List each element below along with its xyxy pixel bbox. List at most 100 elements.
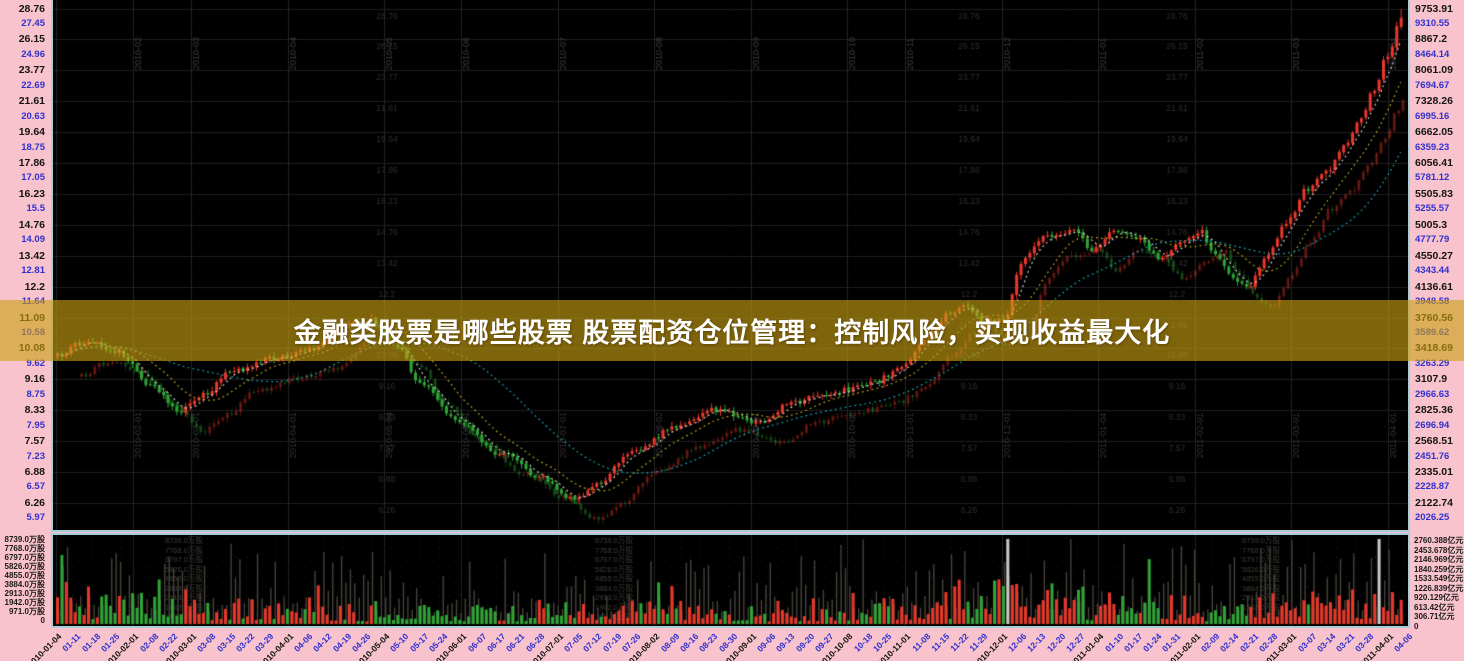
date-label-week: 06-21 bbox=[504, 631, 527, 654]
left-price-label: 22.69 bbox=[21, 79, 45, 91]
volume-amount-label: 306.71亿元 bbox=[1414, 612, 1455, 622]
volume-shares-label: 971.0万股 bbox=[8, 606, 45, 616]
date-label-week: 01-11 bbox=[60, 631, 83, 654]
left-price-label: 15.5 bbox=[26, 203, 46, 215]
right-price-label: 7694.67 bbox=[1415, 79, 1450, 91]
volume-right-axis: 2760.388亿元 2453.678亿元 2146.969亿元 1840.259亿元… bbox=[1412, 533, 1464, 633]
volume-shares-label: 7768.0万股 bbox=[4, 543, 45, 553]
left-price-label: 9.62 bbox=[26, 357, 46, 369]
date-label-week: 04-06 bbox=[1391, 631, 1415, 654]
left-price-label: 12.2 bbox=[24, 280, 45, 293]
right-price-label: 2026.25 bbox=[1415, 512, 1450, 524]
left-price-label: 8.33 bbox=[24, 404, 45, 417]
date-label-week: 01-18 bbox=[79, 631, 102, 654]
right-price-label: 2966.63 bbox=[1415, 388, 1450, 400]
left-price-label: 19.64 bbox=[18, 126, 45, 139]
volume-shares-label: 2913.0万股 bbox=[4, 588, 45, 598]
date-label-week: 09-20 bbox=[793, 631, 817, 654]
right-price-label: 3263.29 bbox=[1415, 357, 1450, 369]
right-price-label: 4343.44 bbox=[1415, 265, 1450, 277]
left-price-label: 13.42 bbox=[18, 249, 45, 262]
volume-shares-label: 4855.0万股 bbox=[4, 570, 45, 580]
right-price-label: 2568.51 bbox=[1415, 435, 1453, 448]
left-price-label: 16.23 bbox=[18, 187, 45, 200]
date-label-week: 07-05 bbox=[562, 631, 585, 654]
date-label-week: 08-09 bbox=[658, 631, 681, 654]
right-price-label: 6056.41 bbox=[1415, 157, 1453, 169]
right-price-label: 5781.12 bbox=[1415, 172, 1450, 184]
volume-amount-label: 2760.388亿元 bbox=[1414, 536, 1464, 545]
right-price-label: 8464.14 bbox=[1415, 48, 1450, 60]
right-price-label: 5255.57 bbox=[1415, 203, 1450, 215]
volume-amount-label: 2453.678亿元 bbox=[1414, 545, 1464, 555]
right-price-label: 3107.9 bbox=[1415, 373, 1448, 386]
left-price-label: 21.61 bbox=[18, 95, 45, 108]
left-price-label: 12.81 bbox=[21, 265, 45, 277]
date-label-week: 08-16 bbox=[677, 631, 701, 654]
volume-left-axis: 8739.0万股 7768.0万股 6797.0万股 5826.0万股 4855.0万股… bbox=[0, 533, 48, 633]
date-label-week: 12-20 bbox=[1044, 631, 1067, 654]
right-price-label: 6359.23 bbox=[1415, 141, 1450, 153]
date-label-week: 04-19 bbox=[330, 631, 353, 654]
right-price-label: 2825.36 bbox=[1415, 404, 1453, 417]
date-label-week: 11-15 bbox=[929, 631, 952, 654]
left-price-label: 27.45 bbox=[21, 17, 45, 29]
date-label-week: 01-24 bbox=[1141, 631, 1164, 654]
right-price-label: 6662.05 bbox=[1415, 126, 1453, 139]
date-label-week: 07-19 bbox=[600, 631, 624, 654]
date-label-week: 02-21 bbox=[1237, 631, 1260, 654]
left-price-label: 6.57 bbox=[26, 481, 46, 493]
date-label-week: 03-07 bbox=[1295, 631, 1318, 654]
date-label-week: 03-08 bbox=[195, 631, 218, 654]
headline-text: 金融类股票是哪些股票 股票配资仓位管理：控制风险，实现收益最大化 bbox=[293, 318, 1171, 348]
left-price-label: 23.77 bbox=[18, 64, 45, 77]
left-price-label: 7.95 bbox=[26, 419, 46, 431]
date-label-week: 03-14 bbox=[1314, 631, 1338, 654]
date-label-week: 03-22 bbox=[233, 631, 257, 654]
date-label-month: 2010-01-04 bbox=[25, 631, 64, 661]
left-price-label: 24.96 bbox=[21, 48, 45, 60]
candlestick-chart-panel bbox=[51, 0, 1410, 532]
left-price-label: 6.88 bbox=[24, 466, 45, 478]
left-price-label: 17.86 bbox=[18, 157, 45, 169]
date-label-week: 02-14 bbox=[1218, 631, 1241, 654]
right-price-label: 9310.55 bbox=[1415, 17, 1450, 29]
right-price-label: 9753.91 bbox=[1415, 2, 1453, 15]
date-label-week: 06-17 bbox=[484, 631, 508, 654]
right-price-label: 5005.3 bbox=[1415, 218, 1448, 231]
right-price-label: 8061.09 bbox=[1415, 64, 1453, 77]
left-price-label: 26.15 bbox=[18, 33, 45, 46]
left-price-label: 20.63 bbox=[21, 110, 45, 122]
date-label-week: 11-22 bbox=[948, 631, 971, 654]
right-price-axis: 9753.91 9310.55 8867.2 8464.14 8061.09 7694.6… bbox=[1413, 0, 1464, 530]
date-label-week: 04-12 bbox=[311, 631, 334, 654]
left-price-label: 28.76 bbox=[18, 2, 45, 15]
volume-amount-label: 920.129亿元 bbox=[1414, 593, 1459, 603]
volume-shares-label: 8739.0万股 bbox=[4, 535, 45, 544]
left-price-label: 7.23 bbox=[26, 450, 46, 462]
left-price-label: 5.97 bbox=[26, 512, 46, 524]
right-price-label: 4136.61 bbox=[1415, 280, 1453, 293]
volume-amount-label: 1533.549亿元 bbox=[1414, 574, 1464, 584]
date-label-week: 10-18 bbox=[851, 631, 874, 654]
volume-amount-label: 1226.839亿元 bbox=[1414, 583, 1464, 593]
right-price-label: 2696.94 bbox=[1415, 419, 1450, 431]
date-label-week: 08-23 bbox=[697, 631, 720, 654]
date-label-week: 05-10 bbox=[388, 631, 411, 654]
left-price-label: 18.75 bbox=[21, 141, 45, 153]
date-label-week: 07-12 bbox=[581, 631, 604, 654]
left-price-label: 17.05 bbox=[21, 172, 45, 184]
volume-shares-label: 1942.0万股 bbox=[4, 597, 45, 607]
right-price-label: 5505.83 bbox=[1415, 187, 1453, 200]
volume-amount-label: 613.42亿元 bbox=[1414, 602, 1455, 612]
right-price-label: 8867.2 bbox=[1415, 33, 1448, 46]
date-label-week: 02-08 bbox=[137, 631, 160, 654]
volume-amount-label: 0 bbox=[1414, 621, 1419, 631]
right-price-label: 2451.76 bbox=[1415, 450, 1450, 462]
headline-banner[interactable]: 金融类股票是哪些股票 股票配资仓位管理：控制风险，实现收益最大化 bbox=[0, 300, 1464, 361]
left-price-label: 14.09 bbox=[21, 234, 45, 246]
right-price-label: 6995.16 bbox=[1415, 110, 1450, 122]
right-price-label: 7328.26 bbox=[1415, 95, 1453, 108]
candlestick-chart-canvas bbox=[53, 0, 1408, 530]
